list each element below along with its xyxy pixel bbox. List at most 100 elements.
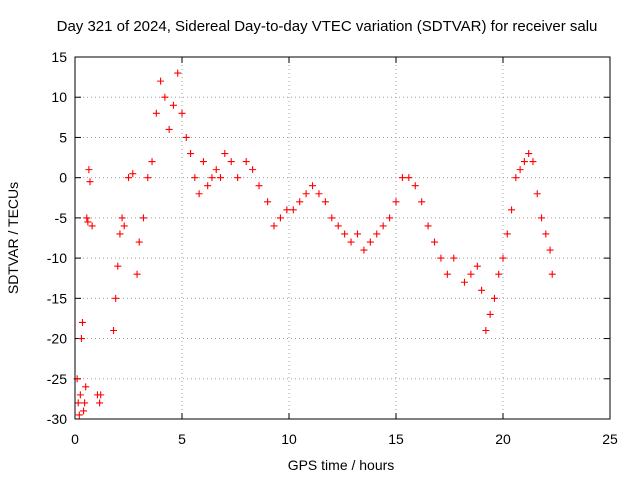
data-point: [386, 214, 394, 222]
data-point: [112, 294, 120, 302]
x-tick-label: 10: [281, 431, 297, 447]
data-point: [366, 238, 374, 246]
data-point: [460, 278, 468, 286]
data-point: [486, 310, 494, 318]
data-point: [116, 230, 124, 238]
data-point: [195, 190, 203, 198]
data-point: [490, 294, 498, 302]
data-point: [296, 198, 304, 206]
data-point: [520, 158, 528, 166]
data-point: [437, 254, 445, 262]
data-series: [73, 69, 556, 419]
data-point: [473, 262, 481, 270]
data-point: [118, 214, 126, 222]
data-point: [512, 174, 520, 182]
data-point: [86, 178, 94, 186]
data-point: [161, 93, 169, 101]
x-tick-label: 25: [602, 431, 618, 447]
data-point: [478, 286, 486, 294]
data-point: [373, 230, 381, 238]
axis-ticks: 0 5 10 15 20 25 15 10 5 0 -5 -10 -15 -20 -25 -30: [47, 49, 618, 447]
data-point: [148, 158, 156, 166]
data-point: [144, 174, 152, 182]
x-tick-label: 15: [388, 431, 404, 447]
data-point: [204, 182, 212, 190]
x-axis-label: GPS time / hours: [288, 457, 395, 473]
y-tick-label: -5: [55, 210, 68, 226]
y-tick-label: -10: [47, 250, 67, 266]
data-point: [411, 182, 419, 190]
data-point: [83, 214, 91, 222]
data-point: [424, 222, 432, 230]
data-point: [242, 158, 250, 166]
data-point: [443, 270, 451, 278]
data-point: [255, 182, 263, 190]
data-point: [85, 166, 93, 174]
data-point: [321, 198, 329, 206]
data-point: [467, 270, 475, 278]
data-point: [353, 230, 361, 238]
x-tick-label: 0: [71, 431, 79, 447]
data-point: [328, 214, 336, 222]
plot-frame: [74, 56, 611, 420]
data-point: [302, 190, 310, 198]
data-point: [97, 391, 105, 399]
data-point: [405, 174, 413, 182]
data-point: [114, 262, 122, 270]
data-point: [75, 411, 83, 419]
data-point: [208, 174, 216, 182]
data-point: [283, 206, 291, 214]
data-point: [178, 109, 186, 117]
data-point: [96, 399, 104, 407]
data-point: [234, 174, 242, 182]
data-point: [392, 198, 400, 206]
data-point: [548, 270, 556, 278]
data-point: [264, 198, 272, 206]
chart-title: Day 321 of 2024, Sidereal Day-to-day VTE…: [57, 18, 598, 35]
data-point: [276, 214, 284, 222]
data-point: [503, 230, 511, 238]
data-point: [538, 214, 546, 222]
data-point: [450, 254, 458, 262]
data-point: [135, 238, 143, 246]
data-point: [182, 133, 190, 141]
y-tick-label: -25: [47, 371, 67, 387]
data-point: [418, 198, 426, 206]
y-tick-label: -20: [47, 331, 67, 347]
data-point: [80, 407, 88, 415]
data-point: [499, 254, 507, 262]
data-point: [347, 238, 355, 246]
data-point: [334, 222, 342, 230]
data-point: [508, 206, 516, 214]
data-point: [152, 109, 160, 117]
y-tick-label: 5: [59, 129, 67, 145]
data-point: [191, 174, 199, 182]
data-point: [525, 150, 533, 158]
data-point: [81, 399, 89, 407]
data-point: [187, 150, 195, 158]
y-tick-label: 10: [51, 89, 67, 105]
x-tick-label: 20: [495, 431, 511, 447]
data-point: [227, 158, 235, 166]
y-tick-label: 15: [51, 49, 67, 65]
y-axis-label: SDTVAR / TECUs: [5, 182, 21, 294]
data-point: [84, 218, 92, 226]
data-point: [133, 270, 141, 278]
data-point: [309, 182, 317, 190]
data-point: [174, 69, 182, 77]
data-point: [289, 206, 297, 214]
y-tick-label: -30: [47, 411, 67, 427]
data-point: [169, 101, 177, 109]
data-point: [542, 230, 550, 238]
data-point: [360, 246, 368, 254]
data-point: [88, 222, 96, 230]
data-point: [482, 327, 490, 335]
data-point: [249, 166, 257, 174]
data-point: [546, 246, 554, 254]
data-point: [120, 222, 128, 230]
data-point: [125, 174, 132, 182]
data-point: [212, 166, 220, 174]
data-point: [77, 335, 85, 343]
data-point: [217, 174, 225, 182]
